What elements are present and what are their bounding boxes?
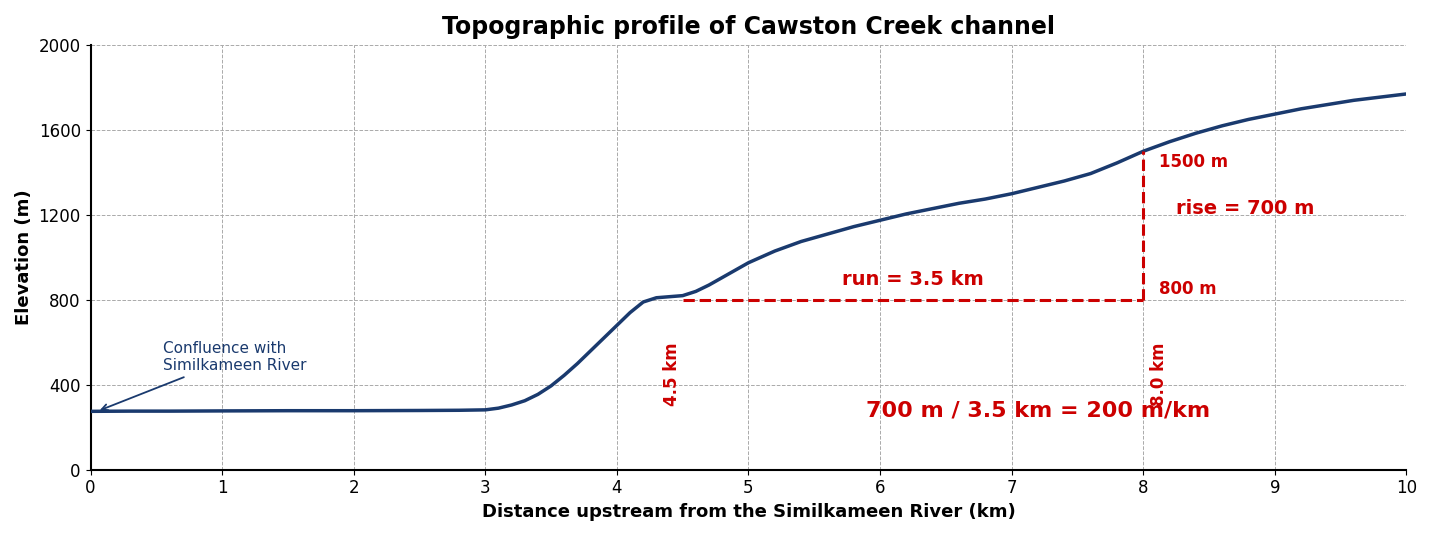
Text: rise = 700 m: rise = 700 m <box>1176 199 1315 218</box>
Y-axis label: Elevation (m): Elevation (m) <box>14 190 33 325</box>
Title: Topographic profile of Cawston Creek channel: Topographic profile of Cawston Creek cha… <box>442 15 1055 39</box>
Text: 700 m / 3.5 km = 200 m/km: 700 m / 3.5 km = 200 m/km <box>866 401 1210 421</box>
Text: 4.5 km: 4.5 km <box>663 343 682 406</box>
Text: Confluence with
Similkameen River: Confluence with Similkameen River <box>102 341 306 410</box>
X-axis label: Distance upstream from the Similkameen River (km): Distance upstream from the Similkameen R… <box>481 503 1015 521</box>
Text: 1500 m: 1500 m <box>1158 153 1229 172</box>
Text: run = 3.5 km: run = 3.5 km <box>842 270 984 289</box>
Text: 800 m: 800 m <box>1158 280 1217 298</box>
Text: 8.0 km: 8.0 km <box>1150 343 1169 406</box>
